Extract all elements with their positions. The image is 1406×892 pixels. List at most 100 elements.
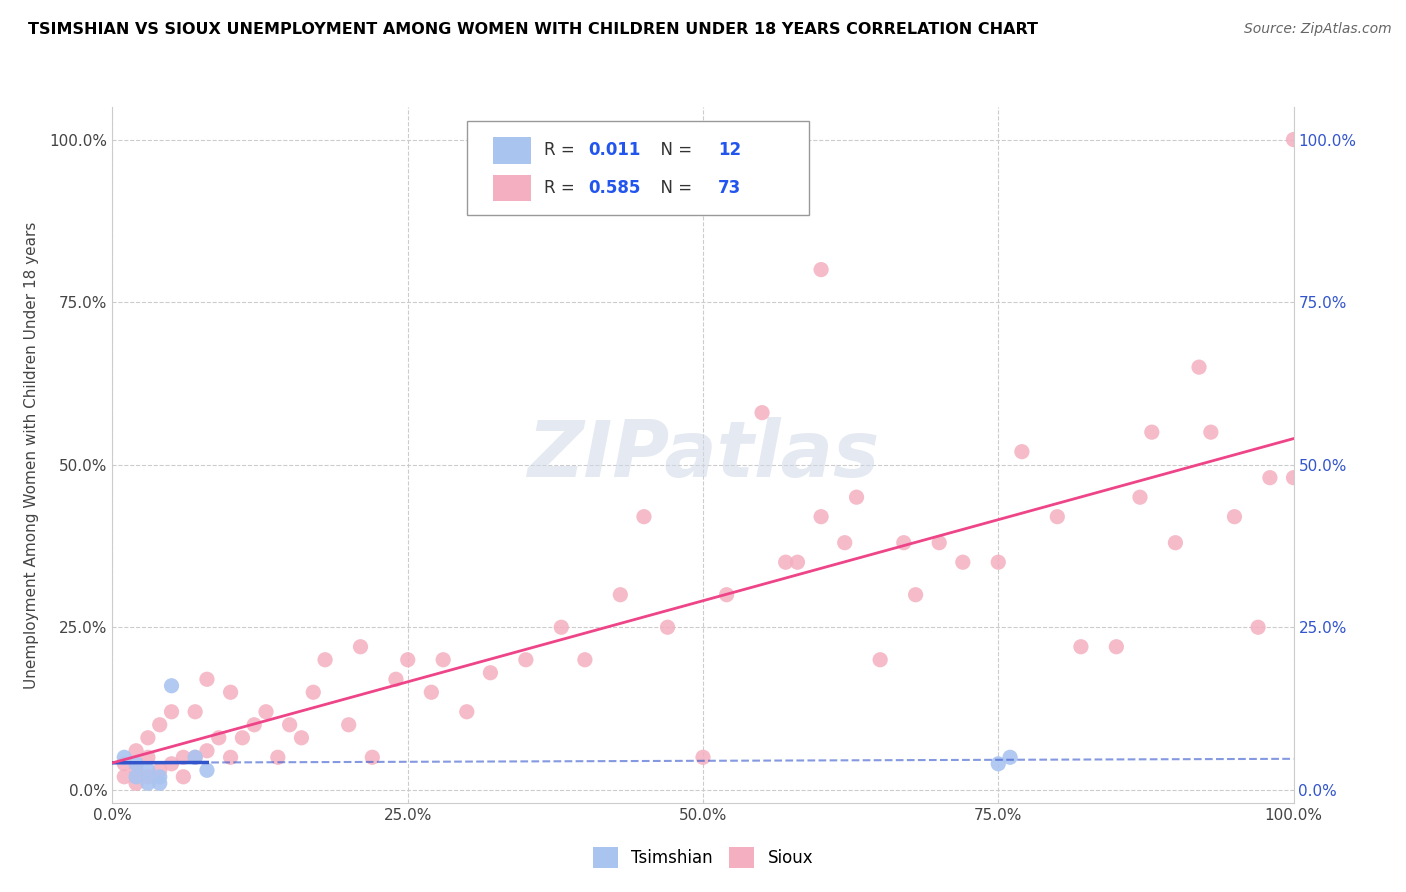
Point <box>361 750 384 764</box>
Point <box>786 555 808 569</box>
Text: 0.585: 0.585 <box>589 179 641 197</box>
Text: N =: N = <box>650 141 697 160</box>
Point <box>125 770 148 784</box>
Point <box>810 262 832 277</box>
Point <box>112 750 135 764</box>
Point <box>195 744 218 758</box>
Point <box>1164 535 1187 549</box>
Point <box>1282 132 1305 146</box>
Text: 12: 12 <box>718 141 741 160</box>
Point <box>208 731 231 745</box>
Point <box>314 653 336 667</box>
Point <box>136 731 159 745</box>
Bar <box>492 175 530 201</box>
Point <box>160 679 183 693</box>
Point <box>550 620 572 634</box>
Point <box>125 744 148 758</box>
Point <box>1011 444 1033 458</box>
Legend: Tsimshian, Sioux: Tsimshian, Sioux <box>586 841 820 874</box>
Text: 73: 73 <box>718 179 741 197</box>
Point <box>243 718 266 732</box>
Point <box>136 770 159 784</box>
Y-axis label: Unemployment Among Women with Children Under 18 years: Unemployment Among Women with Children U… <box>24 221 38 689</box>
Point <box>1070 640 1092 654</box>
Point <box>1258 471 1281 485</box>
Point <box>302 685 325 699</box>
Text: N =: N = <box>650 179 697 197</box>
Point <box>149 776 172 790</box>
Point <box>160 705 183 719</box>
Point <box>184 705 207 719</box>
Point <box>633 509 655 524</box>
Point <box>1199 425 1222 439</box>
Point <box>125 764 148 778</box>
Point <box>1140 425 1163 439</box>
Point <box>869 653 891 667</box>
Point <box>385 672 408 686</box>
Text: ZIPatlas: ZIPatlas <box>527 417 879 493</box>
Point <box>195 672 218 686</box>
Point <box>775 555 797 569</box>
Point <box>136 764 159 778</box>
Bar <box>492 137 530 163</box>
Point <box>751 406 773 420</box>
Point <box>928 535 950 549</box>
Point <box>112 756 135 771</box>
Text: R =: R = <box>544 179 579 197</box>
Point <box>692 750 714 764</box>
Point <box>125 776 148 790</box>
Text: TSIMSHIAN VS SIOUX UNEMPLOYMENT AMONG WOMEN WITH CHILDREN UNDER 18 YEARS CORRELA: TSIMSHIAN VS SIOUX UNEMPLOYMENT AMONG WO… <box>28 22 1038 37</box>
Point <box>1223 509 1246 524</box>
Point <box>149 764 172 778</box>
Point <box>337 718 360 732</box>
Point <box>278 718 301 732</box>
Point <box>184 750 207 764</box>
Point <box>219 685 242 699</box>
Point <box>125 756 148 771</box>
Point <box>1188 360 1211 375</box>
Point <box>231 731 253 745</box>
Point <box>290 731 312 745</box>
Point <box>254 705 277 719</box>
Point <box>396 653 419 667</box>
Point <box>987 555 1010 569</box>
Point <box>657 620 679 634</box>
Point <box>810 509 832 524</box>
Point <box>1129 490 1152 504</box>
Point <box>184 750 207 764</box>
Point <box>172 770 194 784</box>
Point <box>515 653 537 667</box>
Point <box>609 588 631 602</box>
Point <box>1105 640 1128 654</box>
Point <box>716 588 738 602</box>
Point <box>219 750 242 764</box>
Point <box>952 555 974 569</box>
Point <box>987 756 1010 771</box>
Point <box>267 750 290 764</box>
Point <box>112 770 135 784</box>
Point <box>845 490 868 504</box>
Point <box>136 750 159 764</box>
Point <box>172 750 194 764</box>
Point <box>479 665 502 680</box>
Point <box>574 653 596 667</box>
FancyBboxPatch shape <box>467 121 810 215</box>
Point <box>1046 509 1069 524</box>
Point <box>349 640 371 654</box>
Point <box>160 756 183 771</box>
Point <box>834 535 856 549</box>
Point <box>893 535 915 549</box>
Point <box>1282 471 1305 485</box>
Point <box>195 764 218 778</box>
Point <box>149 770 172 784</box>
Point <box>432 653 454 667</box>
Point <box>136 776 159 790</box>
Point <box>998 750 1021 764</box>
Point <box>904 588 927 602</box>
Point <box>420 685 443 699</box>
Text: 0.011: 0.011 <box>589 141 641 160</box>
Point <box>1247 620 1270 634</box>
Point <box>456 705 478 719</box>
Text: R =: R = <box>544 141 579 160</box>
Point <box>149 718 172 732</box>
